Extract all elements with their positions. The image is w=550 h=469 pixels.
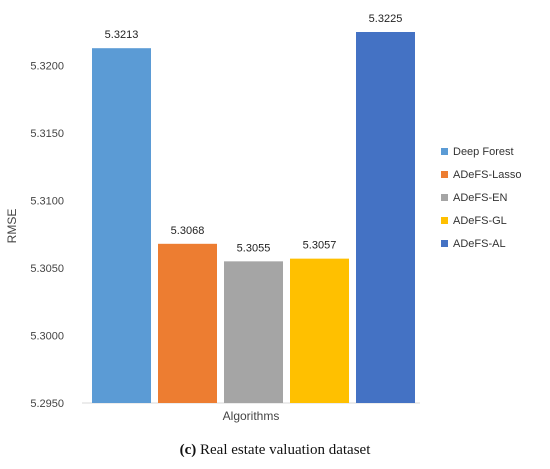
bar-chart: 5.2950 5.3000 5.3050 5.3100 5.3150 5.3200 RMS…: [5, 13, 521, 423]
bar-deep-forest: [92, 48, 151, 404]
legend: Deep Forest ADeFS-Lasso ADeFS-EN ADeFS-GL AD…: [441, 146, 521, 250]
bar-value-label: 5.3057: [303, 240, 337, 252]
y-tick-label: 5.3100: [30, 196, 64, 208]
bar-adefs-gl: [290, 258, 349, 403]
legend-swatch: [441, 148, 448, 155]
legend-swatch: [441, 217, 448, 224]
figure-caption: (c) Real estate valuation dataset: [0, 442, 550, 459]
bar-value-label: 5.3068: [171, 225, 205, 237]
legend-swatch: [441, 240, 448, 247]
y-tick-label: 5.3200: [30, 61, 64, 73]
x-axis-title: Algorithms: [223, 409, 280, 423]
legend-label: ADeFS-Lasso: [453, 169, 521, 181]
bar-adefs-al: [356, 32, 415, 403]
bar-value-label: 5.3213: [105, 29, 139, 41]
y-tick-label: 5.3000: [30, 331, 64, 343]
caption-prefix: (c): [179, 442, 197, 458]
legend-label: ADeFS-GL: [453, 215, 507, 227]
y-axis-title: RMSE: [5, 209, 19, 244]
caption-text: Real estate valuation dataset: [196, 442, 371, 458]
bars: [92, 32, 415, 404]
y-tick-label: 5.3050: [30, 263, 64, 275]
bar-value-label: 5.3055: [237, 242, 271, 254]
legend-swatch: [441, 171, 448, 178]
y-tick-label: 5.2950: [30, 398, 64, 410]
bar-value-labels: 5.3213 5.3068 5.3055 5.3057 5.3225: [105, 13, 403, 254]
bar-adefs-lasso: [158, 243, 217, 403]
y-tick-label: 5.3150: [30, 128, 64, 140]
y-axis-ticks: 5.2950 5.3000 5.3050 5.3100 5.3150 5.3200: [30, 61, 64, 410]
bar-value-label: 5.3225: [369, 13, 403, 25]
legend-label: Deep Forest: [453, 146, 514, 158]
legend-label: ADeFS-EN: [453, 192, 507, 204]
legend-label: ADeFS-AL: [453, 238, 506, 250]
bar-adefs-en: [224, 261, 283, 403]
legend-swatch: [441, 194, 448, 201]
